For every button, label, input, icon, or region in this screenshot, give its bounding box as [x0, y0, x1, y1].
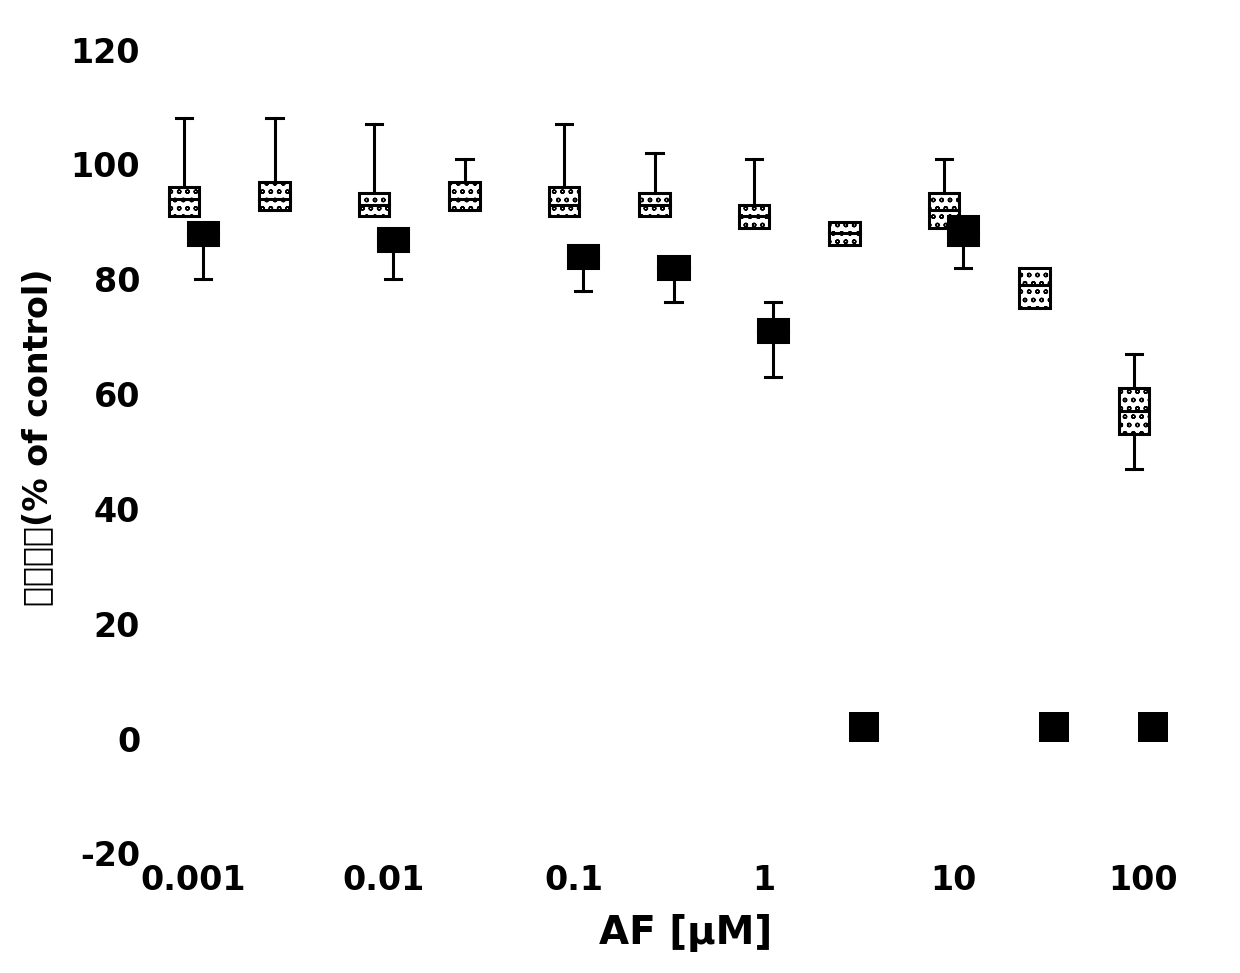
Bar — [640, 193, 670, 216]
Bar — [947, 216, 978, 245]
Bar — [1019, 268, 1050, 307]
Bar — [568, 245, 598, 268]
Y-axis label: 细胞存活(% of control): 细胞存活(% of control) — [21, 269, 53, 606]
Bar — [259, 182, 290, 210]
Bar — [169, 188, 200, 216]
X-axis label: AF [μM]: AF [μM] — [599, 915, 771, 953]
Bar — [830, 222, 859, 245]
Bar — [929, 193, 960, 228]
Bar — [358, 193, 389, 216]
Bar — [378, 228, 408, 250]
Bar — [658, 256, 689, 279]
Bar — [758, 319, 789, 342]
Bar — [549, 188, 579, 216]
Bar — [1118, 388, 1149, 434]
Bar — [739, 204, 769, 228]
Bar — [449, 182, 480, 210]
Bar — [187, 222, 218, 245]
